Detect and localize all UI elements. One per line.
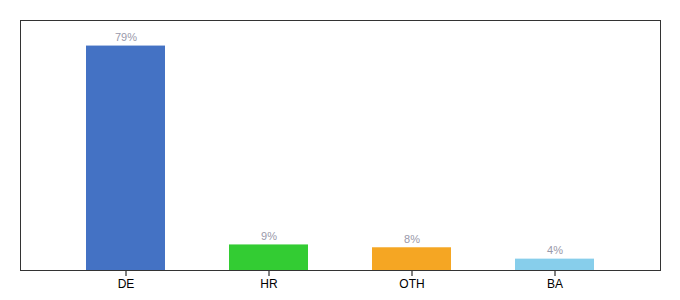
svg-text:HR: HR xyxy=(260,277,278,291)
svg-text:8%: 8% xyxy=(404,233,420,245)
svg-text:DE: DE xyxy=(118,277,135,291)
svg-text:79%: 79% xyxy=(115,31,137,43)
svg-text:BA: BA xyxy=(547,277,563,291)
svg-text:9%: 9% xyxy=(261,230,277,242)
svg-text:OTH: OTH xyxy=(399,277,424,291)
svg-text:4%: 4% xyxy=(547,244,563,256)
